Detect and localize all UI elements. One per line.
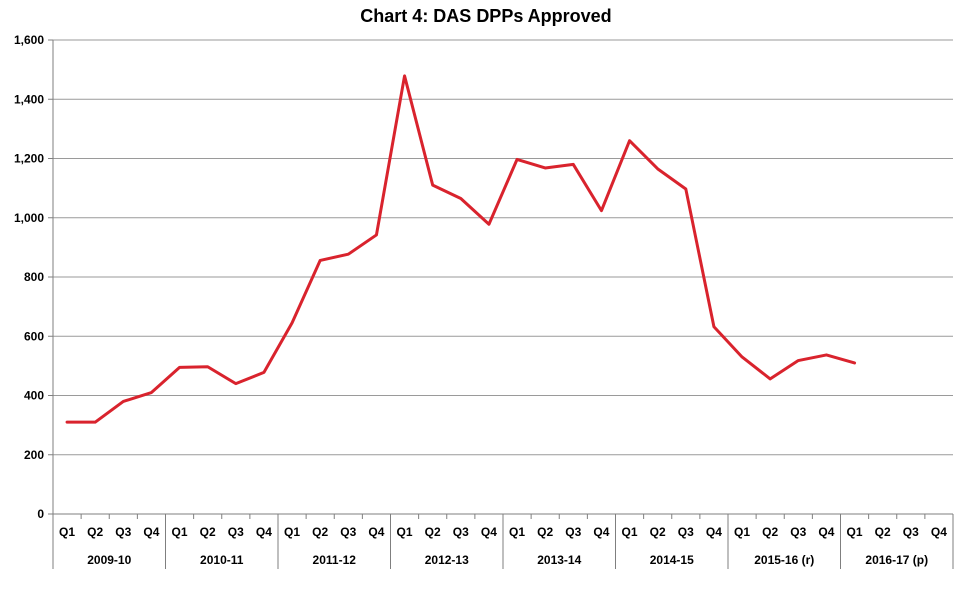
x-tick-label: Q1 (172, 525, 188, 539)
x-group-label: 2009-10 (87, 553, 131, 567)
x-tick-label: Q2 (875, 525, 891, 539)
x-tick-label: Q1 (284, 525, 300, 539)
y-tick-label: 1,400 (14, 92, 44, 106)
x-group-label: 2012-13 (425, 553, 469, 567)
x-tick-label: Q2 (537, 525, 553, 539)
x-tick-label: Q4 (818, 525, 834, 539)
x-group-label: 2015-16 (r) (754, 553, 814, 567)
gridlines (53, 39, 953, 456)
x-tick-label: Q3 (453, 525, 469, 539)
x-tick-label: Q3 (790, 525, 806, 539)
x-tick-label: Q4 (931, 525, 947, 539)
x-tick-label: Q3 (340, 525, 356, 539)
x-tick-label: Q3 (903, 525, 919, 539)
x-tick-label: Q4 (481, 525, 497, 539)
x-tick-label: Q2 (425, 525, 441, 539)
y-axis: 0 200 400 600 800 1,000 1,200 1,400 1,600 (14, 33, 54, 521)
x-tick-label: Q2 (312, 525, 328, 539)
x-group-label: 2010-11 (200, 553, 244, 567)
x-tick-label: Q3 (678, 525, 694, 539)
x-tick-label: Q4 (706, 525, 722, 539)
series-layer (65, 74, 857, 424)
x-tick-label: Q4 (256, 525, 272, 539)
y-tick-label: 1,200 (14, 152, 44, 166)
x-tick-label: Q1 (622, 525, 638, 539)
x-tick-label: Q3 (115, 525, 131, 539)
y-tick-label: 1,000 (14, 211, 44, 225)
x-tick-label: Q3 (565, 525, 581, 539)
y-tick-label: 800 (24, 270, 44, 284)
y-tick-label: 200 (24, 448, 44, 462)
x-tick-label: Q2 (650, 525, 666, 539)
x-group-label: 2014-15 (650, 553, 694, 567)
x-tick-label: Q1 (397, 525, 413, 539)
y-tick-label: 1,600 (14, 33, 44, 47)
x-group-label: 2011-12 (313, 553, 357, 567)
x-tick-label: Q4 (143, 525, 159, 539)
y-tick-label: 400 (24, 389, 44, 403)
x-tick-label: Q4 (593, 525, 609, 539)
x-tick-label: Q1 (59, 525, 75, 539)
x-tick-label: Q3 (228, 525, 244, 539)
x-group-label: 2013-14 (537, 553, 581, 567)
chart-title: Chart 4: DAS DPPs Approved (360, 6, 611, 26)
series-line (65, 74, 857, 424)
x-tick-label: Q4 (368, 525, 384, 539)
x-group-label: 2016-17 (p) (865, 553, 928, 567)
x-tick-label: Q1 (509, 525, 525, 539)
y-tick-label: 600 (24, 329, 44, 343)
x-tick-label: Q2 (87, 525, 103, 539)
x-tick-label: Q2 (762, 525, 778, 539)
y-tick-label: 0 (37, 507, 44, 521)
x-tick-label: Q1 (847, 525, 863, 539)
x-tick-label: Q2 (200, 525, 216, 539)
x-tick-label: Q1 (734, 525, 750, 539)
